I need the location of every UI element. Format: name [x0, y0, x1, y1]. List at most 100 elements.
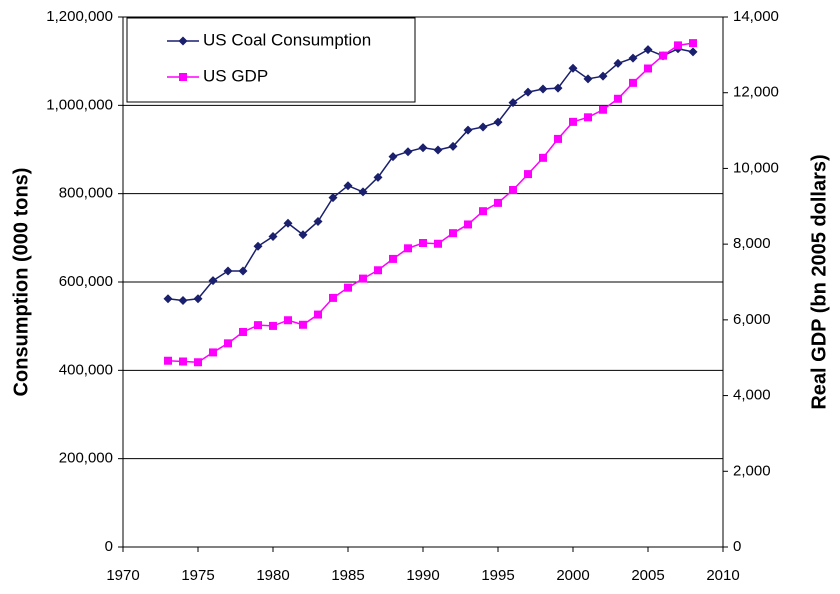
data-point — [254, 321, 262, 330]
data-point — [434, 239, 442, 248]
data-point — [163, 294, 173, 304]
data-point — [554, 134, 562, 143]
legend-box — [126, 17, 416, 103]
data-point — [464, 220, 472, 229]
y2-tick-label: 6,000 — [733, 311, 771, 328]
x-tick-label: 1980 — [256, 567, 289, 584]
data-point — [224, 339, 232, 348]
data-point — [373, 172, 383, 182]
data-point — [329, 293, 337, 302]
data-point — [524, 170, 532, 179]
legend-marker — [179, 73, 187, 81]
legend-label: US Coal Consumption — [203, 30, 371, 49]
data-point — [388, 152, 398, 162]
data-point — [403, 147, 413, 157]
data-point — [689, 39, 697, 48]
data-point — [268, 232, 278, 242]
data-point — [463, 125, 473, 135]
data-point — [449, 229, 457, 238]
data-point — [598, 71, 608, 81]
y-tick-label: 200,000 — [59, 450, 113, 467]
data-point — [614, 94, 622, 103]
data-point — [553, 83, 563, 93]
data-point — [299, 320, 307, 329]
data-point — [538, 84, 548, 94]
data-point — [508, 98, 518, 108]
data-point — [359, 274, 367, 283]
y2-tick-label: 0 — [733, 538, 741, 555]
data-point — [313, 216, 323, 226]
data-point — [209, 348, 217, 357]
data-point — [253, 241, 263, 251]
data-point — [433, 145, 443, 155]
data-point — [419, 239, 427, 248]
data-point — [389, 254, 397, 263]
data-point — [404, 244, 412, 253]
x-tick-label: 1975 — [181, 567, 214, 584]
y-axis-title: Consumption (000 tons) — [10, 168, 32, 397]
y2-tick-label: 2,000 — [733, 462, 771, 479]
data-point — [283, 218, 293, 228]
x-tick-label: 2010 — [706, 567, 739, 584]
data-point — [523, 87, 533, 97]
data-point — [539, 153, 547, 162]
y-tick-label: 800,000 — [59, 185, 113, 202]
data-point — [584, 113, 592, 122]
data-point — [688, 47, 698, 57]
data-point — [448, 141, 458, 151]
y2-tick-label: 12,000 — [733, 84, 779, 101]
legend-marker — [178, 36, 188, 46]
y2-tick-label: 10,000 — [733, 159, 779, 176]
data-point — [208, 276, 218, 286]
data-point — [478, 122, 488, 132]
data-point — [179, 357, 187, 366]
x-tick-label: 1985 — [331, 567, 364, 584]
data-point — [358, 187, 368, 197]
y2-axis-title: Real GDP (bn 2005 dollars) — [808, 154, 830, 409]
data-point — [193, 294, 203, 304]
data-point — [628, 53, 638, 63]
data-point — [583, 74, 593, 84]
series-line — [167, 48, 694, 302]
data-point — [239, 327, 247, 336]
y2-tick-label: 14,000 — [733, 8, 779, 25]
y2-tick-label: 8,000 — [733, 235, 771, 252]
legend-label: US GDP — [203, 66, 268, 85]
y-tick-label: 400,000 — [59, 361, 113, 378]
data-point — [659, 51, 667, 60]
data-point — [328, 193, 338, 203]
data-point — [643, 45, 653, 55]
data-point — [568, 63, 578, 73]
x-tick-label: 2000 — [556, 567, 589, 584]
data-point — [344, 283, 352, 292]
x-tick-label: 2005 — [631, 567, 664, 584]
data-point — [644, 64, 652, 73]
x-tick-label: 1990 — [406, 567, 439, 584]
x-tick-label: 1970 — [106, 567, 139, 584]
data-point — [418, 143, 428, 153]
data-point — [613, 58, 623, 68]
data-point — [298, 230, 308, 240]
data-point — [223, 266, 233, 276]
x-tick-label: 1995 — [481, 567, 514, 584]
data-point — [238, 266, 248, 276]
data-point — [674, 41, 682, 50]
y2-tick-label: 4,000 — [733, 387, 771, 404]
data-point — [314, 310, 322, 319]
data-point — [494, 198, 502, 207]
data-point — [509, 186, 517, 195]
data-point — [479, 207, 487, 216]
data-point — [493, 117, 503, 127]
data-point — [269, 321, 277, 330]
data-point — [629, 78, 637, 87]
data-point — [164, 356, 172, 365]
y-tick-label: 1,200,000 — [46, 8, 113, 25]
data-point — [284, 316, 292, 325]
legend: US Coal Consumption US GDP — [126, 17, 416, 103]
data-point — [343, 181, 353, 191]
y-tick-label: 600,000 — [59, 273, 113, 290]
y-tick-label: 0 — [105, 538, 113, 555]
data-point — [599, 105, 607, 114]
